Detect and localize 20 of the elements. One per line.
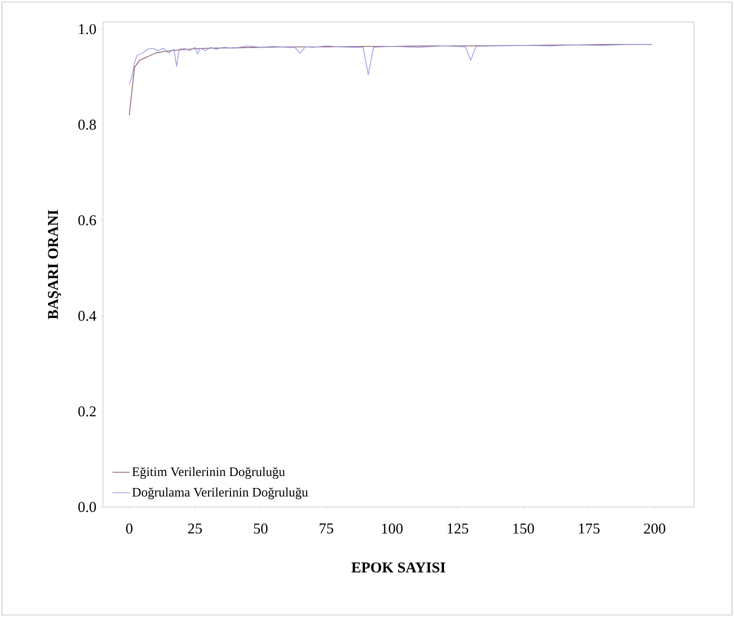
- x-tick-label: 125: [448, 524, 468, 534]
- y-tick-label: 0.8: [78, 120, 96, 130]
- x-tick-label: 75: [320, 524, 334, 534]
- y-tick-label: 0.0: [78, 502, 96, 512]
- x-tick-label: 200: [644, 524, 666, 534]
- x-tick-label: 50: [254, 524, 268, 534]
- x-tick-label: 175: [579, 524, 600, 534]
- y-tick-label: 1.0: [79, 24, 96, 34]
- y-tick-label: 0.4: [78, 310, 96, 321]
- x-tick-label: 25: [188, 524, 202, 534]
- line-series: [128, 44, 652, 85]
- x-tick-label: 0: [126, 524, 132, 534]
- x-axis-title: EPOK SAYISI: [351, 562, 446, 572]
- y-tick-label: 0.6: [78, 215, 96, 226]
- legend-label: Eğitim Verilerinin Doğruluğu: [132, 467, 285, 479]
- legend-label: Doğrulama Verilerinin Doğruluğu: [132, 487, 308, 500]
- x-tick-label: 150: [513, 524, 534, 534]
- y-tick-label: 0.2: [78, 406, 96, 417]
- y-axis-title: BAŞARI ORANI: [48, 210, 61, 320]
- x-tick-label: 100: [382, 524, 403, 534]
